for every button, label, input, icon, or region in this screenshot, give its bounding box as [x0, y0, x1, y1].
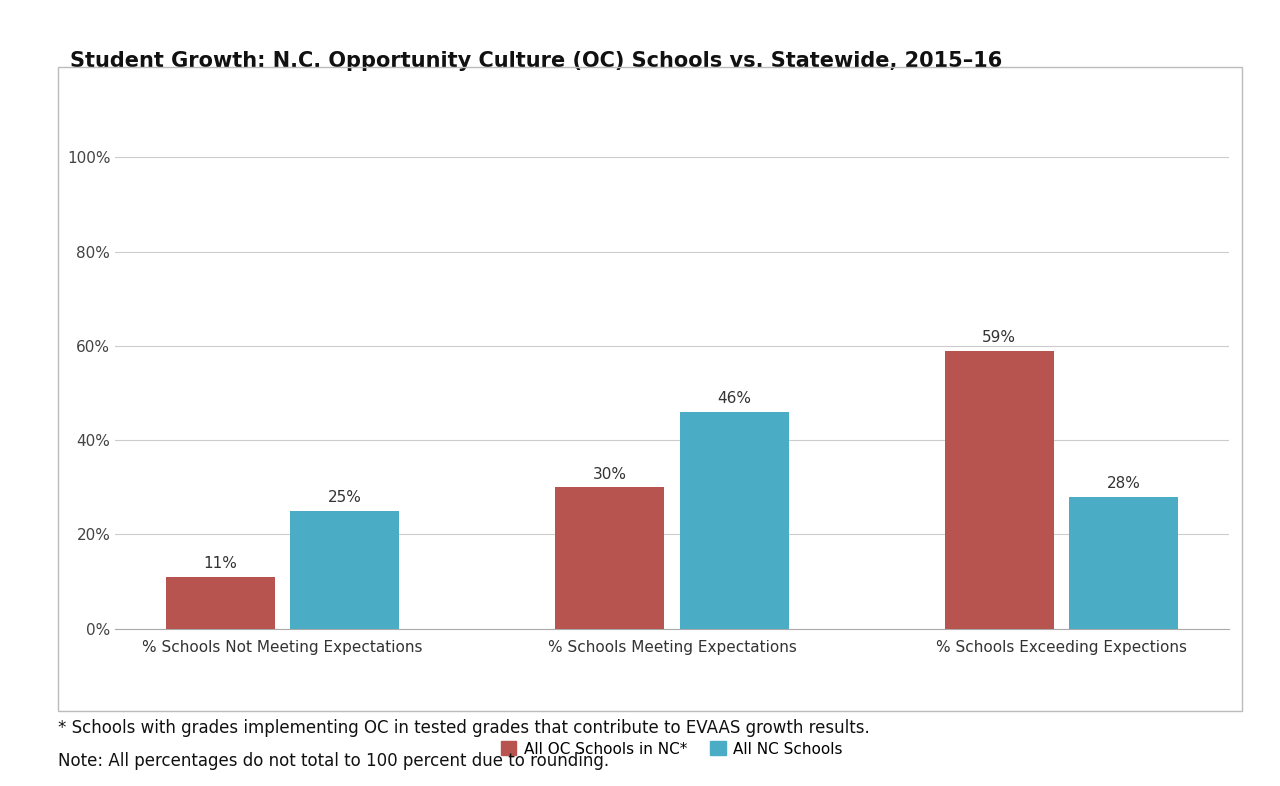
Text: Note: All percentages do not total to 100 percent due to rounding.: Note: All percentages do not total to 10…	[58, 752, 609, 770]
Bar	[166, 577, 275, 629]
Text: Student Growth: N.C. Opportunity Culture (OC) Schools vs. Statewide, 2015–16: Student Growth: N.C. Opportunity Culture…	[70, 51, 1002, 71]
Bar	[1069, 497, 1178, 629]
Text: * Schools with grades implementing OC in tested grades that contribute to EVAAS : * Schools with grades implementing OC in…	[58, 719, 869, 737]
Text: 30%: 30%	[593, 467, 627, 482]
Text: 46%: 46%	[717, 391, 751, 406]
Bar	[680, 412, 788, 629]
Bar	[291, 511, 399, 629]
Text: 11%: 11%	[204, 556, 237, 571]
Legend: All OC Schools in NC*, All NC Schools: All OC Schools in NC*, All NC Schools	[495, 736, 849, 762]
Text: 25%: 25%	[328, 490, 362, 505]
Bar	[556, 487, 664, 629]
Text: 59%: 59%	[982, 330, 1016, 345]
Bar	[945, 351, 1053, 629]
Text: 28%: 28%	[1107, 476, 1140, 491]
